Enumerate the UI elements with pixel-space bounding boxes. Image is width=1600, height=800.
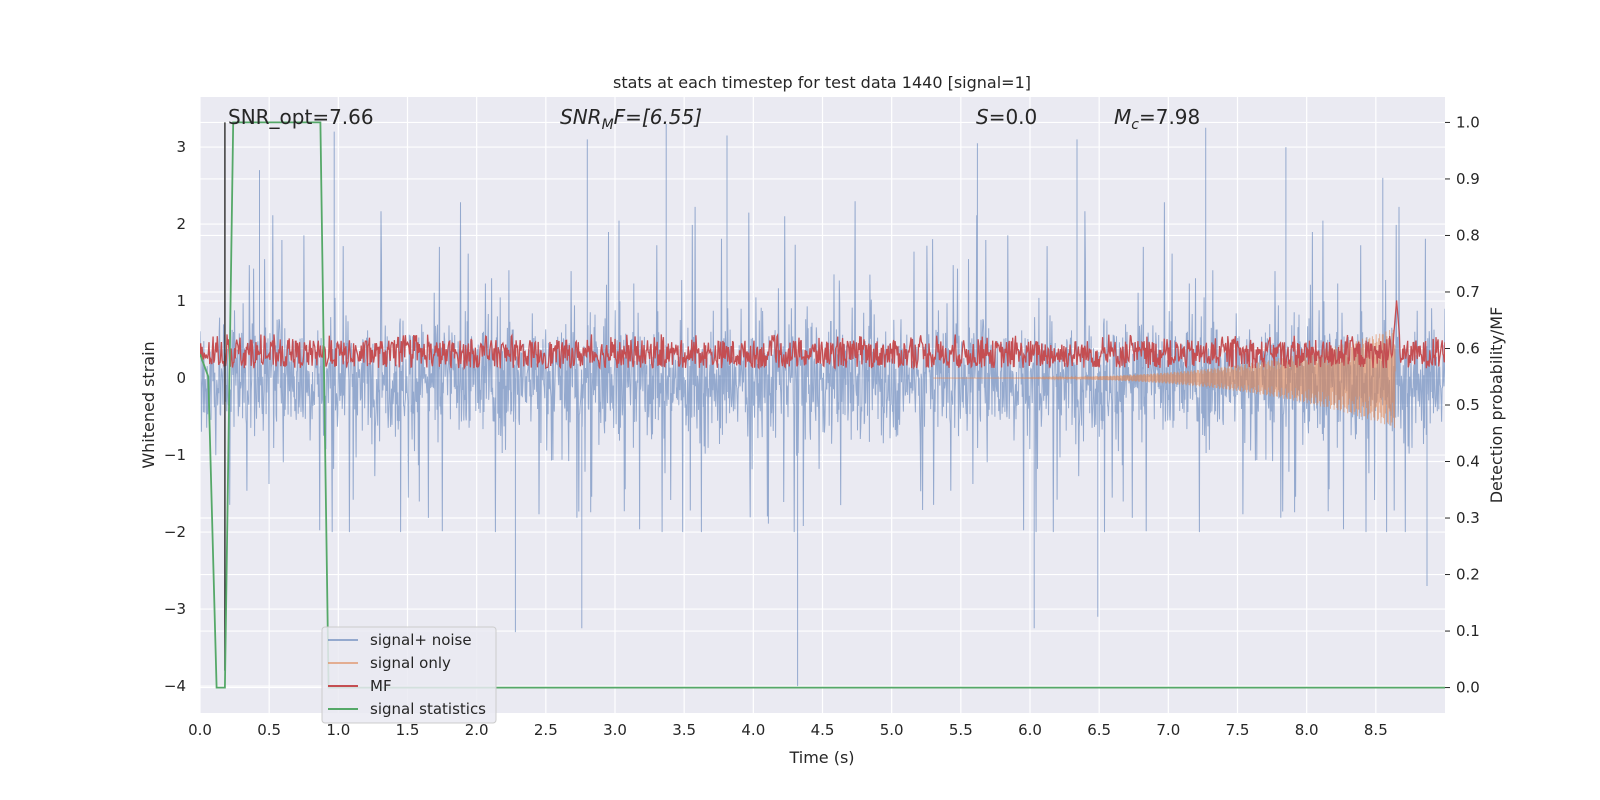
y-axis-label-left: Whitened strain — [139, 341, 158, 468]
snr-mf-rest: F=[6.55] — [614, 105, 702, 129]
y-tick-label-right: 0.9 — [1456, 170, 1480, 188]
legend-label-mf: MF — [370, 677, 392, 695]
y-tick-label-right: 0.2 — [1456, 566, 1480, 584]
y-tick-label-right: 0.5 — [1456, 396, 1480, 414]
snr-opt-annotation: SNR_opt=7.66 — [228, 105, 374, 129]
tick-labels: 0.0 0.5 1.0 1.5 2.0 2.5 3.0 3.5 4.0 4.5 5.0 5.5 6.0 6… — [164, 113, 1480, 739]
y-tick-label-right: 0.4 — [1456, 453, 1480, 471]
y-tick-label-right: 0.6 — [1456, 339, 1480, 357]
snr-mf-sub: M — [602, 117, 614, 133]
legend: signal+ noise signal only MF signal stat… — [321, 626, 497, 724]
x-tick-label: 3.5 — [672, 721, 696, 739]
y-tick-label-left: 3 — [176, 138, 186, 156]
chart-title: stats at each timestep for test data 144… — [613, 73, 1031, 92]
legend-label-signal-statistics: signal statistics — [370, 700, 486, 718]
x-tick-label: 4.0 — [741, 721, 765, 739]
x-tick-label: 5.5 — [949, 721, 973, 739]
snr-mf-base: SNR — [560, 105, 602, 129]
x-tick-label: 6.5 — [1087, 721, 1111, 739]
x-tick-label: 5.0 — [880, 721, 904, 739]
x-axis-label: Time (s) — [788, 748, 854, 767]
x-tick-label: 1.5 — [396, 721, 420, 739]
x-tick-label: 6.0 — [1018, 721, 1042, 739]
x-tick-label: 2.0 — [465, 721, 489, 739]
series-group — [200, 121, 1445, 689]
mf-line — [200, 300, 1445, 371]
mc-annotation: Mc=7.98 — [1114, 105, 1200, 133]
legend-label-signal-only: signal only — [370, 654, 451, 672]
s-value: =0.0 — [989, 105, 1038, 129]
y-tick-label-left: 1 — [176, 292, 186, 310]
y-tick-label-right: 0.0 — [1456, 679, 1480, 697]
x-tick-label: 0.0 — [188, 721, 212, 739]
x-tick-label: 3.0 — [603, 721, 627, 739]
y-tick-label-left: 0 — [176, 369, 186, 387]
signal-only-line — [933, 329, 1396, 428]
y-axis-label-right: Detection probability/MF — [1487, 307, 1506, 504]
s-var: S — [976, 105, 989, 129]
y-tick-label-left: 2 — [176, 215, 186, 233]
mc-value: =7.98 — [1139, 105, 1200, 129]
annotations: SNR_opt=7.66 SNRMF=[6.55] S=0.0 Mc=7.98 — [228, 105, 1200, 133]
snr-mf-annotation: SNRMF=[6.55] — [560, 105, 702, 133]
series-layer — [200, 121, 1445, 689]
x-tick-label: 1.0 — [326, 721, 350, 739]
y-tick-label-left: −4 — [164, 677, 186, 695]
y-tick-label-right: 1.0 — [1456, 113, 1480, 131]
x-tick-label: 8.5 — [1364, 721, 1388, 739]
legend-label-signal-noise: signal+ noise — [370, 631, 472, 649]
x-tick-label: 8.0 — [1295, 721, 1319, 739]
x-tick-label: 7.5 — [1226, 721, 1250, 739]
s-annotation: S=0.0 — [976, 105, 1037, 129]
x-tick-label: 4.5 — [811, 721, 835, 739]
signal-statistics-line — [200, 121, 1445, 689]
y-tick-label-right: 0.7 — [1456, 283, 1480, 301]
legend-box — [321, 626, 497, 724]
x-tick-label: 2.5 — [534, 721, 558, 739]
x-tick-label: 7.0 — [1156, 721, 1180, 739]
x-tick-label: 0.5 — [257, 721, 281, 739]
y-tick-label-right: 0.3 — [1456, 509, 1480, 527]
y-tick-label-right: 0.8 — [1456, 226, 1480, 244]
signal-noise-line — [200, 124, 1445, 687]
mc-sub: c — [1131, 117, 1139, 133]
y-tick-label-left: −2 — [164, 523, 186, 541]
y-tick-label-left: −3 — [164, 600, 186, 618]
mc-var: M — [1114, 105, 1131, 129]
y-tick-label-left: −1 — [164, 446, 186, 464]
y-tick-label-right: 0.1 — [1456, 622, 1480, 640]
